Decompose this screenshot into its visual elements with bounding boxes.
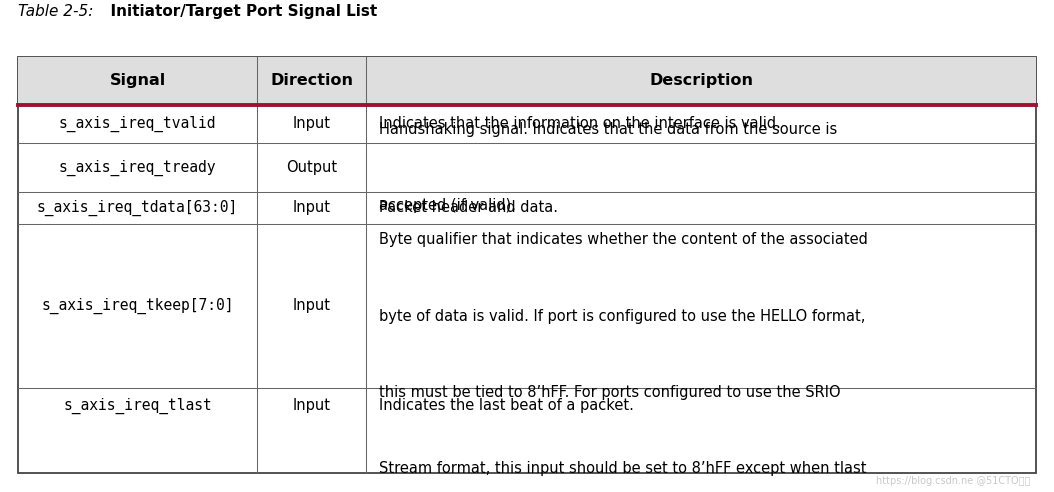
Text: Input: Input [293,117,331,131]
Text: Packet header and data.: Packet header and data. [378,200,558,215]
Text: Input: Input [293,298,331,313]
Text: Handshaking signal. Indicates that the data from the source is: Handshaking signal. Indicates that the d… [378,122,837,137]
Bar [18,57,1036,105]
Text: s_axis_ireq_tready: s_axis_ireq_tready [59,159,216,176]
Text: https://blog.csdn.ne @51CTO博客: https://blog.csdn.ne @51CTO博客 [877,476,1031,486]
Text: Byte qualifier that indicates whether the content of the associated: Byte qualifier that indicates whether th… [378,232,867,247]
Text: byte of data is valid. If port is configured to use the HELLO format,: byte of data is valid. If port is config… [378,308,865,324]
Text: Direction: Direction [270,73,353,88]
Text: Signal: Signal [110,73,165,88]
Text: s_axis_ireq_tkeep[7:0]: s_axis_ireq_tkeep[7:0] [41,298,234,314]
Text: Table 2-5:: Table 2-5: [18,4,94,19]
Bar [18,57,1036,473]
Text: Initiator/Target Port Signal List: Initiator/Target Port Signal List [100,4,377,19]
Text: Input: Input [293,200,331,215]
Text: this must be tied to 8’hFF. For ports configured to use the SRIO: this must be tied to 8’hFF. For ports co… [378,385,840,400]
Text: s_axis_ireq_tlast: s_axis_ireq_tlast [63,398,212,414]
Text: Indicates that the information on the interface is valid.: Indicates that the information on the in… [378,117,781,131]
Text: s_axis_ireq_tdata[63:0]: s_axis_ireq_tdata[63:0] [37,200,238,216]
Text: s_axis_ireq_tvalid: s_axis_ireq_tvalid [59,116,216,132]
Text: accepted (if valid).: accepted (if valid). [378,198,515,214]
Text: Indicates the last beat of a packet.: Indicates the last beat of a packet. [378,399,633,413]
Text: Output: Output [286,160,337,175]
Text: Input: Input [293,399,331,413]
Text: Description: Description [649,73,754,88]
Text: Stream format, this input should be set to 8’hFF except when tlast: Stream format, this input should be set … [378,461,866,476]
